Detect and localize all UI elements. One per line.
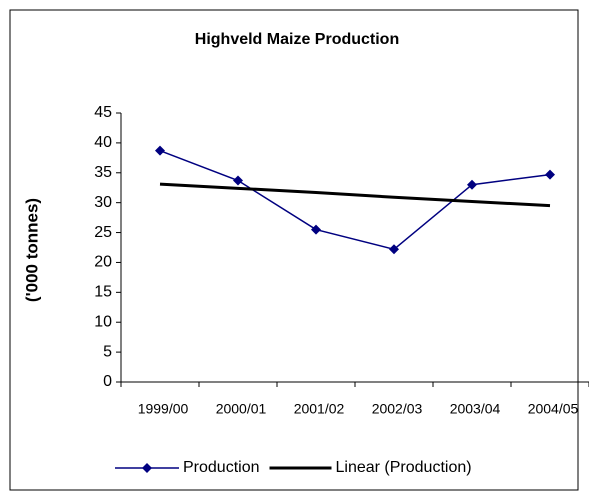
data-point <box>233 175 243 186</box>
y-tick-label: 10 <box>94 313 112 330</box>
y-tick-label: 0 <box>103 373 112 390</box>
x-tick-label: 2001/02 <box>294 401 345 417</box>
x-tick-label: 2000/01 <box>216 401 267 417</box>
y-tick-label: 5 <box>103 343 112 360</box>
x-tick-label: 2004/05 <box>528 401 579 417</box>
y-axis-label: ('000 tonnes) <box>22 198 41 302</box>
data-point <box>545 169 555 180</box>
y-tick-label: 20 <box>94 254 112 271</box>
series-line <box>159 149 551 251</box>
x-tick-label: 1999/00 <box>138 401 189 417</box>
chart-title: Highveld Maize Production <box>195 31 399 48</box>
y-tick-label: 15 <box>94 284 112 301</box>
y-tick-label: 25 <box>94 224 112 241</box>
trend-line <box>159 182 551 208</box>
data-point <box>467 179 477 190</box>
y-tick-label: 45 <box>94 104 112 121</box>
y-tick-label: 30 <box>94 194 112 211</box>
legend-label: Production <box>183 459 260 476</box>
data-point <box>155 145 165 156</box>
chart-frame <box>9 9 579 491</box>
x-tick-label: 2003/04 <box>450 401 501 417</box>
legend-label: Linear (Production) <box>336 459 472 476</box>
legend-marker <box>142 463 152 473</box>
y-tick-label: 40 <box>94 134 112 151</box>
data-point <box>389 244 399 255</box>
data-point <box>311 224 321 235</box>
y-tick-label: 35 <box>94 164 112 181</box>
x-tick-label: 2002/03 <box>372 401 423 417</box>
